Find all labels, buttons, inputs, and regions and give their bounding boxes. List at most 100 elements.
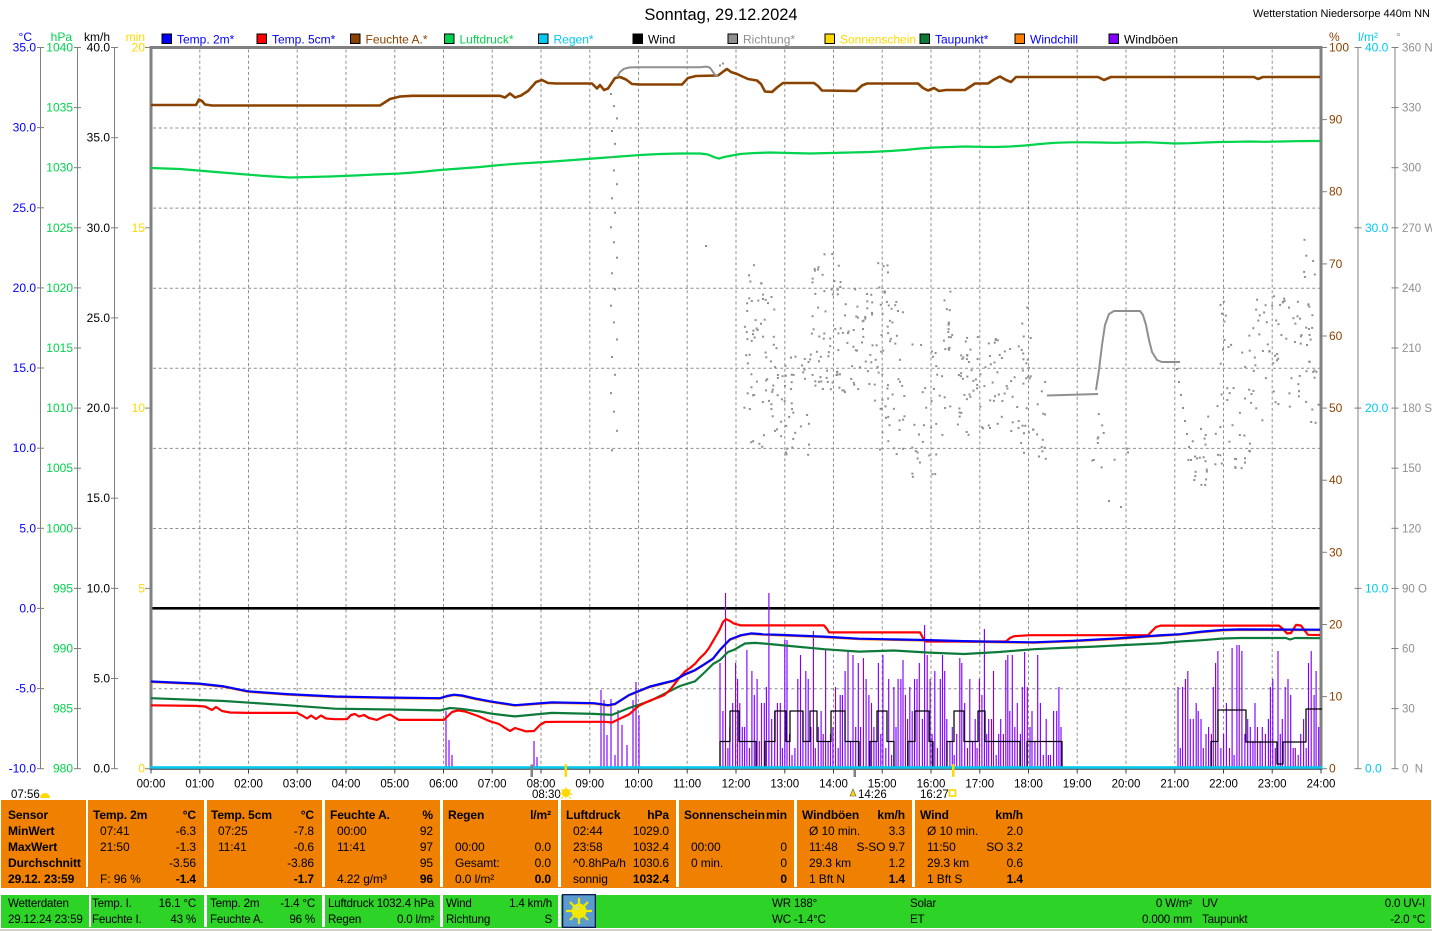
- svg-text:km/h: km/h: [84, 30, 110, 44]
- svg-text:03:00: 03:00: [283, 779, 312, 791]
- svg-text:360 N: 360 N: [1402, 43, 1432, 55]
- svg-text:Luftdruck*: Luftdruck*: [460, 33, 514, 47]
- svg-text:1035: 1035: [46, 101, 73, 115]
- svg-text:0 N: 0 N: [1402, 764, 1423, 776]
- svg-text:330: 330: [1402, 103, 1421, 115]
- svg-text:07:56: 07:56: [11, 789, 40, 800]
- svg-text:15: 15: [132, 221, 146, 235]
- svg-text:08:00: 08:00: [527, 779, 556, 791]
- svg-text:06:00: 06:00: [429, 779, 458, 791]
- svg-text:Regen*: Regen*: [554, 33, 594, 47]
- svg-text:18:00: 18:00: [1014, 779, 1043, 791]
- svg-text:10:00: 10:00: [624, 779, 653, 791]
- svg-text:1030: 1030: [46, 161, 73, 175]
- svg-text:10.0: 10.0: [87, 581, 111, 595]
- svg-text:Taupunkt*: Taupunkt*: [935, 33, 989, 47]
- svg-text:15:00: 15:00: [868, 779, 897, 791]
- svg-text:23:00: 23:00: [1258, 779, 1287, 791]
- svg-text:10: 10: [1329, 690, 1343, 704]
- svg-text:05:00: 05:00: [380, 779, 409, 791]
- svg-text:20: 20: [1329, 618, 1343, 632]
- svg-text:20:00: 20:00: [1112, 779, 1141, 791]
- svg-text:°C: °C: [19, 30, 33, 44]
- svg-text:985: 985: [53, 702, 73, 716]
- svg-text:-10.0: -10.0: [9, 762, 37, 776]
- svg-text:19:00: 19:00: [1063, 779, 1092, 791]
- svg-text:22:00: 22:00: [1209, 779, 1238, 791]
- svg-text:1000: 1000: [46, 521, 73, 535]
- svg-text:13:00: 13:00: [770, 779, 799, 791]
- svg-text:16:00: 16:00: [917, 779, 946, 791]
- svg-text:90: 90: [1329, 113, 1343, 127]
- svg-text:1020: 1020: [46, 281, 73, 295]
- svg-text:30.0: 30.0: [1365, 221, 1389, 235]
- svg-text:25.0: 25.0: [87, 311, 111, 325]
- svg-text:1015: 1015: [46, 341, 73, 355]
- svg-text:270 W: 270 W: [1402, 223, 1432, 235]
- svg-text:00:00: 00:00: [137, 779, 166, 791]
- svg-text:5: 5: [138, 581, 145, 595]
- svg-text:Wetterstation Niedersorpe 440m: Wetterstation Niedersorpe 440m NN: [1253, 8, 1430, 20]
- svg-text:50: 50: [1329, 401, 1343, 415]
- svg-text:20.0: 20.0: [1365, 401, 1389, 415]
- svg-text:Temp. 5cm*: Temp. 5cm*: [272, 33, 336, 47]
- svg-text:1010: 1010: [46, 401, 73, 415]
- svg-text:30.0: 30.0: [13, 121, 37, 135]
- svg-text:180 S: 180 S: [1402, 403, 1432, 415]
- svg-text:%: %: [1329, 30, 1340, 44]
- svg-text:11:00: 11:00: [673, 779, 701, 791]
- svg-text:60: 60: [1402, 644, 1415, 656]
- svg-text:14:26: 14:26: [858, 789, 887, 800]
- svg-text:20.0: 20.0: [87, 401, 111, 415]
- svg-text:02:00: 02:00: [234, 779, 263, 791]
- svg-text:09:00: 09:00: [575, 779, 604, 791]
- svg-text:Windböen: Windböen: [1124, 33, 1178, 47]
- svg-text:0.0: 0.0: [93, 762, 110, 776]
- svg-text:07:00: 07:00: [478, 779, 507, 791]
- svg-text:10.0: 10.0: [13, 441, 37, 455]
- svg-text:15.0: 15.0: [13, 361, 37, 375]
- svg-text:40: 40: [1329, 473, 1343, 487]
- svg-text:10: 10: [132, 401, 146, 415]
- svg-text:90 O: 90 O: [1402, 583, 1427, 595]
- svg-text:Richtung*: Richtung*: [743, 33, 795, 47]
- svg-text:-5.0: -5.0: [15, 682, 36, 696]
- svg-text:Sonntag, 29.12.2024: Sonntag, 29.12.2024: [644, 6, 797, 24]
- svg-text:30.0: 30.0: [87, 221, 111, 235]
- svg-text:20: 20: [132, 41, 146, 55]
- svg-text:Windchill: Windchill: [1030, 33, 1078, 47]
- svg-text:100: 100: [1329, 41, 1349, 55]
- svg-text:25.0: 25.0: [13, 201, 37, 215]
- svg-text:995: 995: [53, 581, 73, 595]
- svg-text:1005: 1005: [46, 461, 73, 475]
- svg-text:210: 210: [1402, 343, 1421, 355]
- svg-text:300: 300: [1402, 163, 1421, 175]
- svg-text:30: 30: [1402, 704, 1415, 716]
- svg-text:0.0: 0.0: [19, 601, 36, 615]
- svg-text:16:27: 16:27: [920, 789, 949, 800]
- svg-text:Wind: Wind: [648, 33, 675, 47]
- svg-text:35.0: 35.0: [13, 41, 37, 55]
- svg-text:70: 70: [1329, 257, 1343, 271]
- svg-text:40.0: 40.0: [1365, 41, 1389, 55]
- svg-text:60: 60: [1329, 329, 1343, 343]
- svg-text:04:00: 04:00: [332, 779, 361, 791]
- svg-text:21:00: 21:00: [1160, 779, 1189, 791]
- svg-text:Temp. 2m*: Temp. 2m*: [177, 33, 235, 47]
- svg-text:10.0: 10.0: [1365, 581, 1389, 595]
- svg-text:20.0: 20.0: [13, 281, 37, 295]
- svg-text:min: min: [126, 30, 145, 44]
- svg-text:120: 120: [1402, 523, 1421, 535]
- svg-text:15.0: 15.0: [87, 491, 111, 505]
- svg-text:hPa: hPa: [51, 30, 73, 44]
- svg-text:14:00: 14:00: [819, 779, 848, 791]
- svg-text:01:00: 01:00: [185, 779, 214, 791]
- svg-text:5.0: 5.0: [93, 672, 110, 686]
- svg-text:12:00: 12:00: [722, 779, 751, 791]
- svg-text:40.0: 40.0: [87, 41, 111, 55]
- svg-text:l/m²: l/m²: [1358, 30, 1378, 44]
- svg-text:30: 30: [1329, 545, 1343, 559]
- svg-text:240: 240: [1402, 283, 1421, 295]
- svg-text:1040: 1040: [46, 41, 73, 55]
- svg-text:0: 0: [138, 762, 145, 776]
